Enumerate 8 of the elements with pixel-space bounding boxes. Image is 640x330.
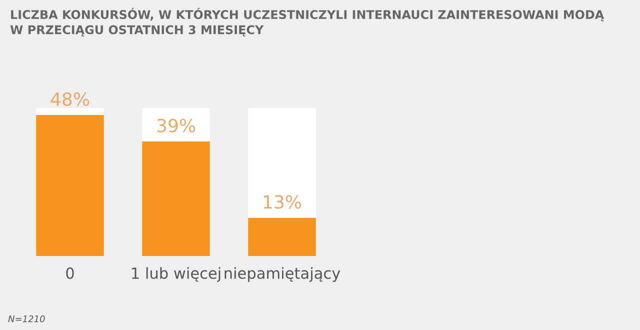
data-label: 39% xyxy=(157,118,196,132)
chart-title: LICZBA KONKURSÓW, W KTÓRYCH UCZESTNICZYLI INTERNAUCI ZAINTERESOWANI MODĄ W PRZECIĄGU OSTATNICH 3 MIESIĘCY xyxy=(10,8,604,36)
data-label: 13% xyxy=(264,195,302,209)
data-label: 48% xyxy=(50,92,90,106)
x-tick-label: 0 xyxy=(66,267,74,279)
text: N=1210 xyxy=(8,315,45,322)
x-tick-label: 1 lub więcej xyxy=(132,267,220,282)
x-tick-label: niepamiętający xyxy=(224,267,340,282)
